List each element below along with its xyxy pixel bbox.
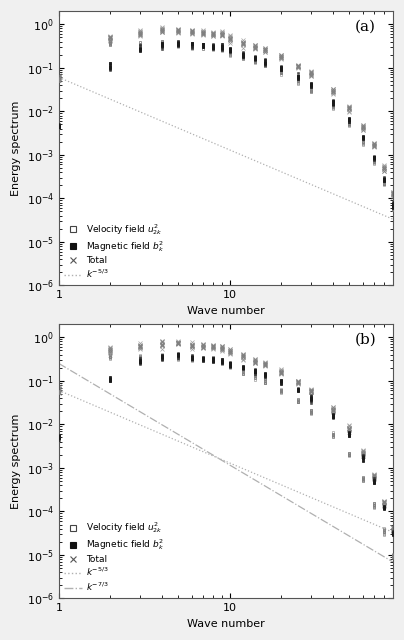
Text: (a): (a) [355,19,376,33]
Y-axis label: Energy spectrum: Energy spectrum [11,100,21,196]
Y-axis label: Energy spectrum: Energy spectrum [11,413,21,509]
Legend: Velocity field $u^2_{2k}$, Magnetic field $b^2_k$, Total, $k^{-5/3}$, $k^{-7/3}$: Velocity field $u^2_{2k}$, Magnetic fiel… [63,520,165,594]
X-axis label: Wave number: Wave number [187,619,265,629]
Legend: Velocity field $u^2_{2k}$, Magnetic field $b^2_k$, Total, $k^{-5/3}$: Velocity field $u^2_{2k}$, Magnetic fiel… [63,221,165,281]
Text: (b): (b) [354,332,376,346]
X-axis label: Wave number: Wave number [187,306,265,316]
